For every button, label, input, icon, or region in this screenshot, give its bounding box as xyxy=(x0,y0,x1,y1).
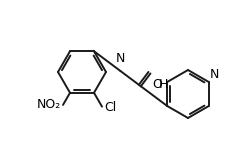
Text: H: H xyxy=(158,78,168,91)
Text: N: N xyxy=(210,68,219,81)
Text: N: N xyxy=(116,52,125,65)
Text: O: O xyxy=(152,78,162,91)
Text: NO₂: NO₂ xyxy=(37,98,61,111)
Text: Cl: Cl xyxy=(104,101,116,114)
